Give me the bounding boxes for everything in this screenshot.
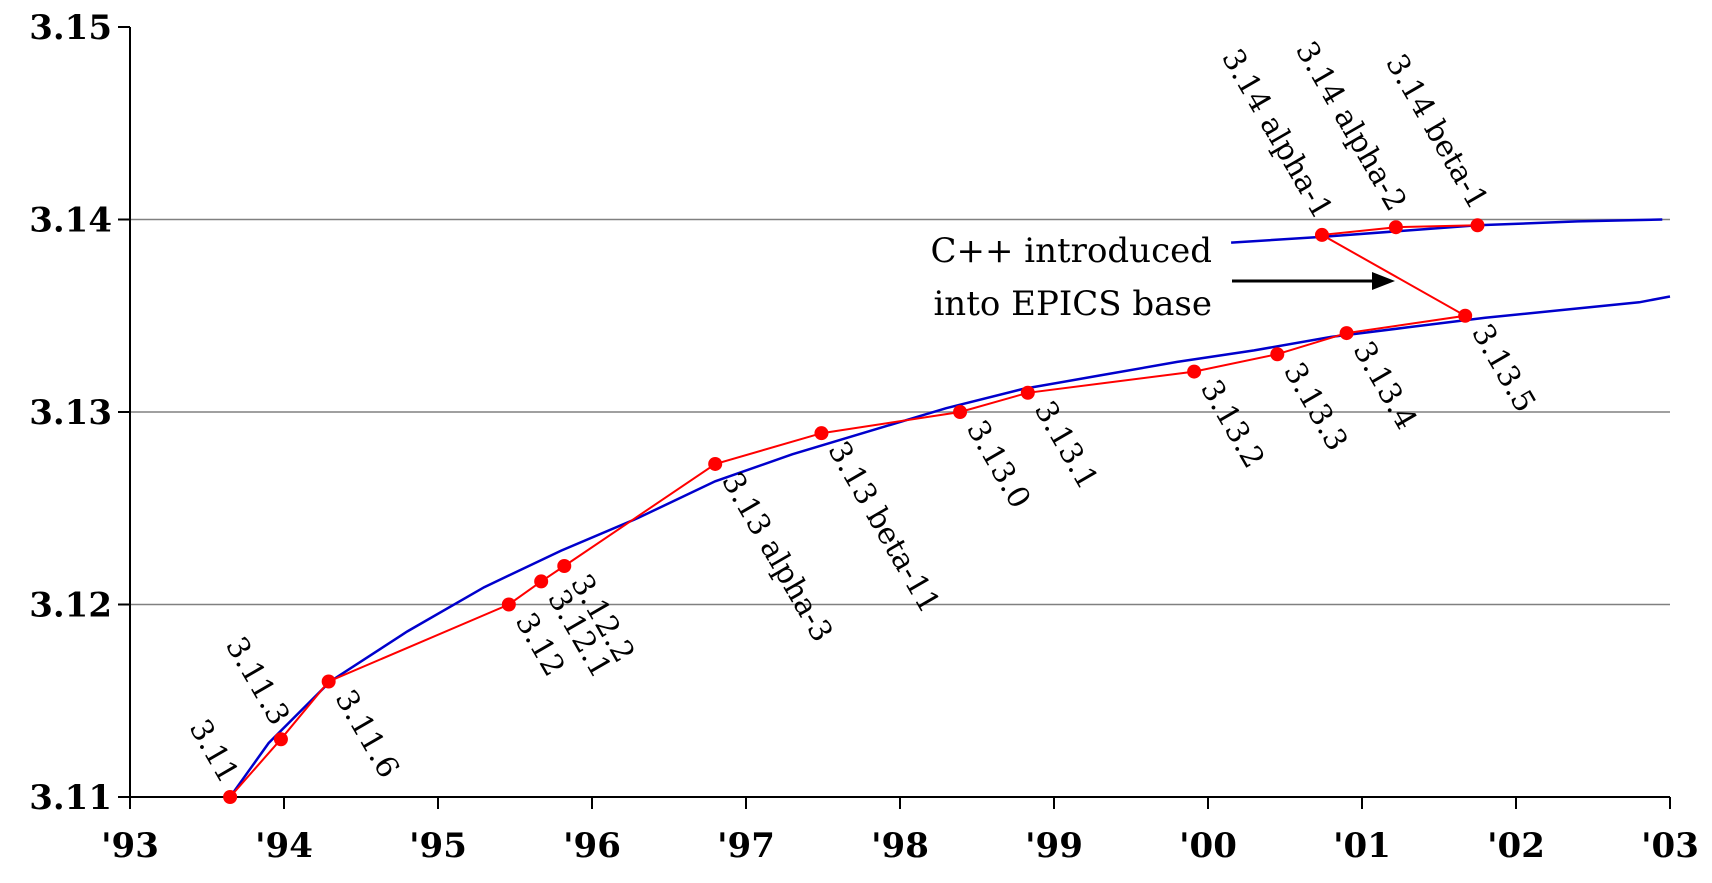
y-tick-label: 3.11: [29, 778, 112, 818]
x-tick-label: '02: [1487, 826, 1545, 866]
annotation: C++ introduced into EPICS base: [930, 231, 1395, 324]
release-label: 3.13.4: [1346, 336, 1424, 436]
release-point: [1458, 308, 1473, 323]
release-label: 3.13 beta-11: [821, 436, 947, 619]
release-label: 3.13.3: [1276, 357, 1354, 457]
release-point: [1470, 218, 1485, 233]
release-point: [273, 732, 288, 747]
release-label: 3.11.6: [328, 684, 406, 784]
y-tick-label: 3.13: [29, 393, 112, 433]
release-label: 3.13.0: [959, 414, 1037, 514]
trend-curve: [229, 295, 1671, 798]
annotation-line-1: C++ introduced: [930, 231, 1212, 271]
axes: 3.11 3.12 3.13 3.14 3.15 '93 '94 '95 '96 '97 '98 '9…: [29, 8, 1699, 866]
release-series: [223, 218, 1485, 804]
release-point: [501, 597, 516, 612]
release-point: [814, 426, 829, 441]
release-point: [557, 559, 572, 573]
release-label: 3.13 alpha-3: [714, 466, 839, 648]
y-tick-label: 3.15: [29, 8, 112, 48]
trend-curves: [229, 218, 1671, 798]
release-point: [1187, 364, 1202, 379]
release-label: 3.11: [182, 714, 246, 789]
x-tick-label: '94: [255, 826, 313, 866]
x-tick-label: '96: [563, 826, 621, 866]
release-label: 3.13.5: [1464, 318, 1542, 418]
release-label: 3.13.1: [1027, 395, 1105, 495]
x-tick-label: '93: [101, 826, 159, 866]
release-line: [229, 224, 1478, 798]
annotation-line-2: into EPICS base: [933, 284, 1212, 324]
release-point: [1270, 347, 1285, 362]
x-tick-label: '98: [871, 826, 929, 866]
release-point: [1339, 326, 1354, 341]
gridlines: [130, 218, 1670, 606]
release-point: [1314, 227, 1329, 242]
x-tick-label: '03: [1641, 826, 1699, 866]
trend-curve: [1231, 218, 1663, 244]
release-point: [223, 790, 238, 804]
annotation-arrow-head: [1372, 272, 1395, 290]
release-point: [321, 674, 336, 689]
y-tick-label: 3.12: [29, 586, 112, 626]
x-tick-label: '99: [1025, 826, 1083, 866]
x-tick-label: '00: [1179, 826, 1237, 866]
release-label: 3.11.3: [218, 631, 296, 731]
release-point: [1388, 220, 1403, 235]
release-point: [708, 456, 723, 471]
x-tick-label: '01: [1333, 826, 1391, 866]
release-label: 3.13.2: [1193, 374, 1271, 474]
y-tick-label: 3.14: [29, 201, 112, 241]
release-point: [1020, 385, 1035, 400]
x-tick-label: '95: [409, 826, 467, 866]
x-tick-label: '97: [717, 826, 775, 866]
release-point: [953, 405, 968, 419]
release-point: [534, 574, 549, 589]
